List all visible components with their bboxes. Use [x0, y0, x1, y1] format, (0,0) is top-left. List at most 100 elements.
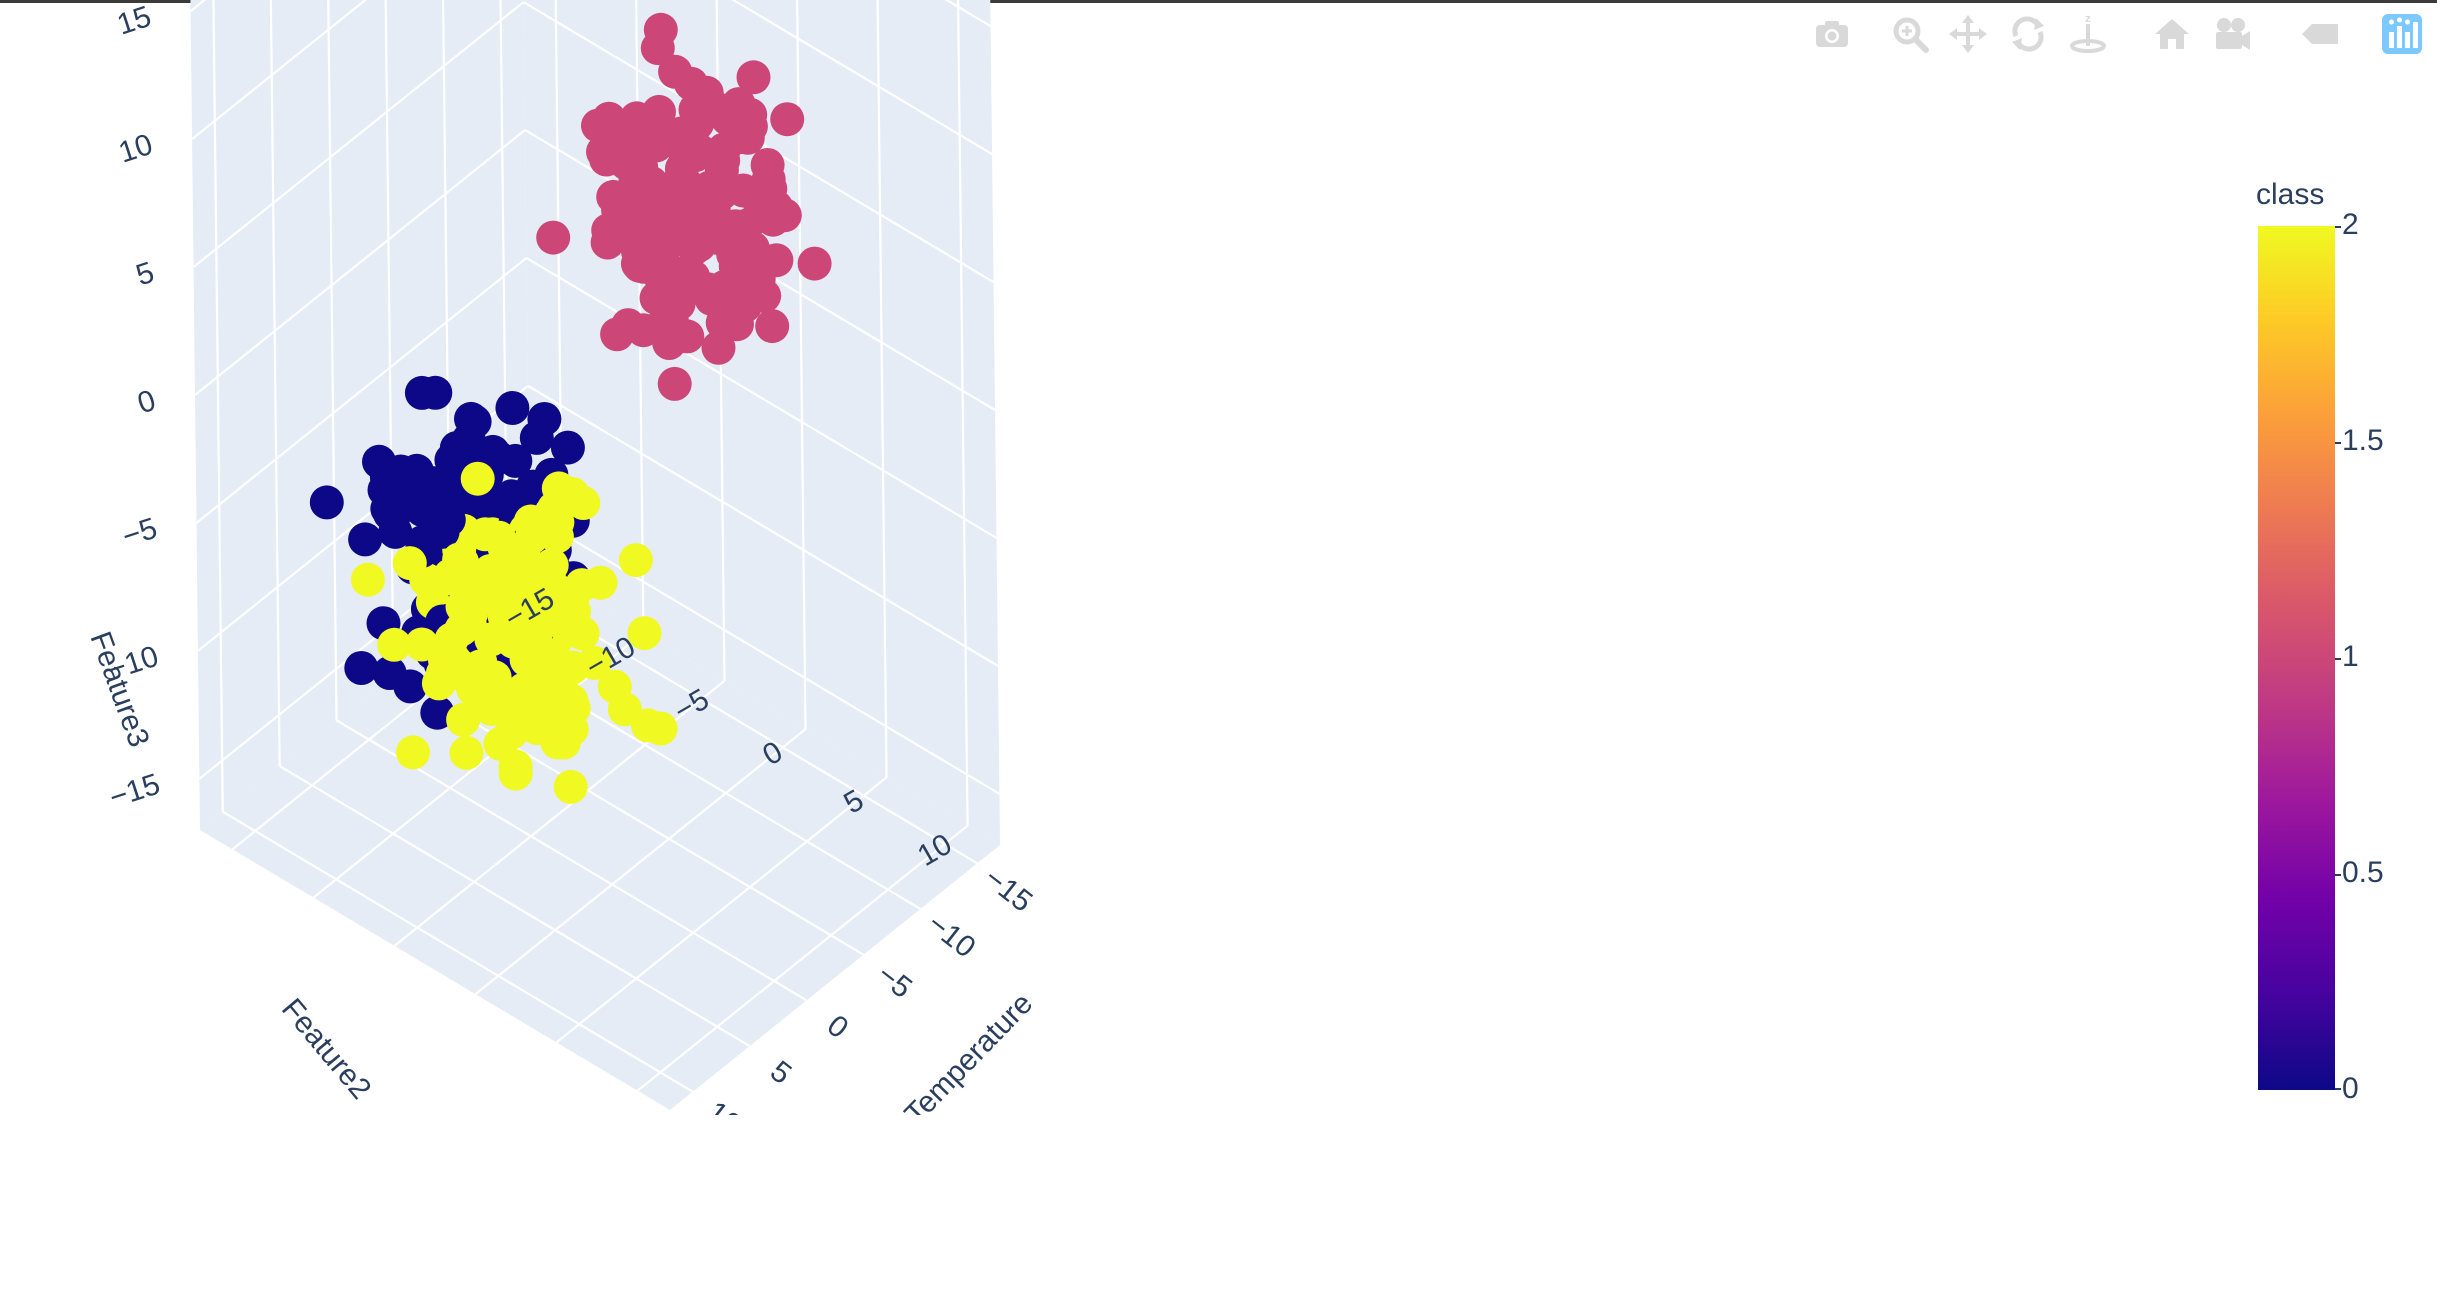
data-point-class-2[interactable]: [528, 604, 563, 639]
data-point-class-2[interactable]: [404, 627, 439, 662]
z-tick-label: −5: [118, 512, 161, 554]
data-point-class-2[interactable]: [565, 616, 600, 651]
data-point-class-0[interactable]: [550, 430, 585, 465]
data-point-class-2[interactable]: [498, 756, 533, 791]
data-point-class-2[interactable]: [514, 520, 549, 555]
data-point-class-0[interactable]: [495, 391, 530, 425]
data-point-class-2[interactable]: [540, 725, 575, 760]
gridline-x: [222, 810, 694, 1093]
data-point-class-1[interactable]: [640, 31, 675, 66]
data-point-class-1[interactable]: [655, 254, 690, 289]
pan-icon[interactable]: [1946, 12, 1990, 56]
data-point-class-2[interactable]: [350, 562, 385, 597]
data-point-class-1[interactable]: [607, 123, 642, 158]
data-point-class-2[interactable]: [539, 519, 574, 554]
data-point-class-0[interactable]: [373, 496, 407, 531]
data-point-class-1[interactable]: [657, 203, 692, 238]
gridline-y: [555, 776, 888, 1044]
data-point-class-1[interactable]: [626, 313, 661, 348]
z-tick-label: 10: [115, 128, 157, 170]
data-point-class-2[interactable]: [627, 616, 662, 651]
data-point-class-1[interactable]: [743, 188, 778, 223]
floor: [200, 565, 1000, 1110]
camera-icon[interactable]: [1810, 12, 1854, 56]
data-point-class-0[interactable]: [516, 469, 550, 504]
data-point-class-0[interactable]: [420, 695, 455, 730]
x-tick-label: −15: [978, 861, 1038, 918]
camera-save-icon[interactable]: [2210, 12, 2254, 56]
data-point-class-1[interactable]: [658, 281, 693, 316]
zoom-icon[interactable]: [1888, 12, 1932, 56]
data-point-class-1[interactable]: [729, 118, 764, 153]
hover-icon[interactable]: [2298, 12, 2342, 56]
data-point-class-0[interactable]: [309, 485, 344, 520]
data-point-class-2[interactable]: [460, 461, 495, 496]
data-point-class-1[interactable]: [674, 66, 709, 101]
data-point-class-0[interactable]: [404, 375, 439, 410]
data-point-class-0[interactable]: [344, 651, 379, 685]
data-point-class-2[interactable]: [377, 627, 412, 662]
data-point-class-1[interactable]: [724, 291, 759, 326]
data-point-class-2[interactable]: [461, 674, 495, 709]
data-point-class-0[interactable]: [369, 460, 404, 495]
data-point-class-0[interactable]: [481, 440, 516, 475]
data-point-class-0[interactable]: [399, 453, 434, 488]
scatter3d-scene[interactable]: −15−10−50510−15−10−50510−15−10−5051015Te…: [0, 0, 1140, 1115]
gridline-y: [474, 728, 807, 995]
data-point-class-1[interactable]: [657, 366, 692, 401]
data-point-class-2[interactable]: [463, 649, 498, 684]
data-point-class-2[interactable]: [433, 561, 468, 596]
data-point-class-2[interactable]: [597, 669, 632, 704]
data-point-class-1[interactable]: [590, 225, 625, 260]
data-point-class-1[interactable]: [736, 60, 771, 95]
turntable-icon[interactable]: z: [2066, 12, 2110, 56]
colorbar-tick-mark: [2335, 874, 2341, 876]
data-point-class-1[interactable]: [704, 153, 739, 188]
data-point-class-2[interactable]: [494, 584, 529, 619]
data-point-class-2[interactable]: [519, 673, 554, 708]
data-point-class-2[interactable]: [534, 548, 569, 583]
data-point-class-2[interactable]: [643, 711, 678, 746]
colorbar: [2258, 226, 2335, 1090]
z-tick-label: 15: [113, 0, 155, 42]
data-point-class-2[interactable]: [396, 735, 430, 770]
data-point-class-1[interactable]: [703, 93, 738, 127]
data-point-class-1[interactable]: [718, 209, 753, 244]
colorbar-tick-mark: [2335, 442, 2341, 444]
data-point-class-0[interactable]: [348, 522, 383, 557]
z-tick-label: 0: [134, 384, 160, 421]
data-point-class-2[interactable]: [618, 543, 653, 578]
data-point-class-2[interactable]: [444, 612, 479, 647]
data-point-class-2[interactable]: [541, 471, 576, 506]
data-point-class-2[interactable]: [553, 769, 588, 804]
data-point-class-2[interactable]: [467, 570, 502, 605]
gridline-z: [528, 512, 1000, 795]
data-point-class-1[interactable]: [652, 326, 687, 360]
window-top-border: [0, 0, 2437, 3]
colorbar-tick-label: 1.5: [2342, 424, 2384, 457]
plotly-logo-icon[interactable]: [2380, 12, 2424, 56]
data-point-class-2[interactable]: [446, 702, 481, 737]
colorbar-tick-mark: [2335, 658, 2341, 660]
orbit-icon[interactable]: [2006, 12, 2050, 56]
data-point-class-1[interactable]: [679, 179, 714, 214]
colorbar-tick-mark: [2335, 1088, 2341, 1090]
data-point-class-1[interactable]: [536, 220, 571, 255]
scatter-points: [309, 12, 832, 804]
data-point-class-2[interactable]: [392, 546, 427, 581]
data-point-class-0[interactable]: [372, 656, 407, 690]
data-point-class-1[interactable]: [770, 102, 805, 137]
data-point-class-1[interactable]: [797, 246, 832, 281]
data-point-class-2[interactable]: [449, 735, 484, 770]
data-point-class-1[interactable]: [674, 132, 709, 167]
data-point-class-1[interactable]: [701, 330, 736, 365]
data-point-class-2[interactable]: [421, 666, 456, 701]
gridline-z: [192, 1, 525, 268]
data-point-class-0[interactable]: [457, 404, 492, 439]
data-point-class-2[interactable]: [564, 568, 599, 603]
data-point-class-1[interactable]: [618, 164, 653, 199]
data-point-class-1[interactable]: [755, 309, 790, 344]
data-point-class-0[interactable]: [519, 420, 554, 455]
gridline-z: [194, 129, 526, 396]
home-icon[interactable]: [2150, 12, 2194, 56]
